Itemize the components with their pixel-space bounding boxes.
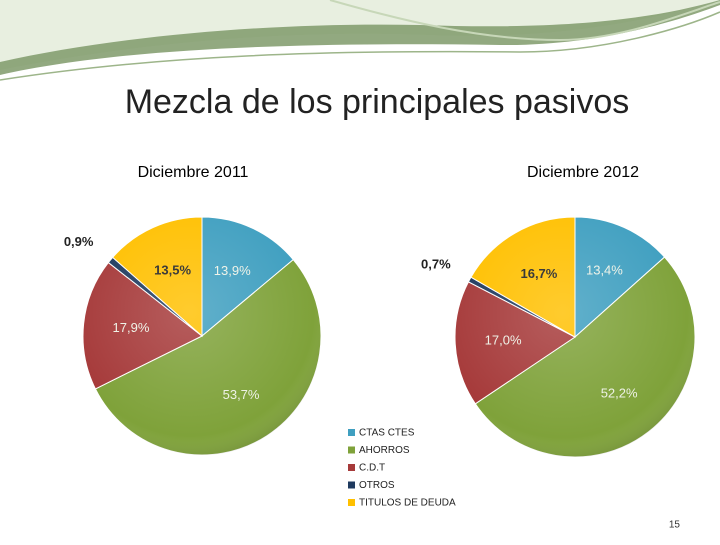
data-label: 13,4% (586, 263, 623, 278)
legend-swatch (348, 464, 355, 471)
legend-swatch (348, 446, 355, 454)
legend-label: C.D.T (359, 463, 385, 474)
data-label: 17,9% (113, 320, 150, 335)
data-label: 53,7% (223, 387, 260, 402)
data-label: 52,2% (601, 385, 638, 400)
legend-swatch (348, 429, 355, 436)
data-label: 16,7% (520, 266, 557, 281)
header-decoration (0, 0, 720, 81)
data-label: 13,5% (154, 262, 191, 277)
legend-label: AHORROS (359, 445, 410, 456)
data-label: 17,0% (485, 333, 522, 348)
legend-label: CTAS CTES (359, 428, 415, 439)
data-label: 0,9% (64, 234, 94, 249)
page-number: 15 (669, 520, 681, 531)
legend-label: OTROS (359, 480, 395, 491)
charts: Diciembre 2011 CTAS CTES 13,9% AHORROS 53,7%… (64, 164, 696, 509)
chart-title: Diciembre 2011 (138, 164, 249, 181)
slide-title: Mezcla de los principales pasivos (125, 83, 630, 121)
data-label: 13,9% (214, 263, 251, 278)
legend-label: TITULOS DE DEUDA (359, 498, 456, 509)
chart-title: Diciembre 2012 (527, 164, 639, 181)
data-label: 0,7% (421, 256, 451, 271)
legend-swatch (348, 499, 355, 506)
legend-swatch (348, 481, 355, 489)
